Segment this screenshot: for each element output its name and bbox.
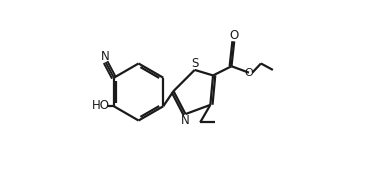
Text: N: N bbox=[101, 50, 110, 63]
Text: O: O bbox=[230, 29, 239, 42]
Text: O: O bbox=[244, 68, 253, 78]
Text: N: N bbox=[181, 114, 189, 127]
Text: HO: HO bbox=[92, 99, 110, 112]
Text: S: S bbox=[191, 57, 199, 70]
